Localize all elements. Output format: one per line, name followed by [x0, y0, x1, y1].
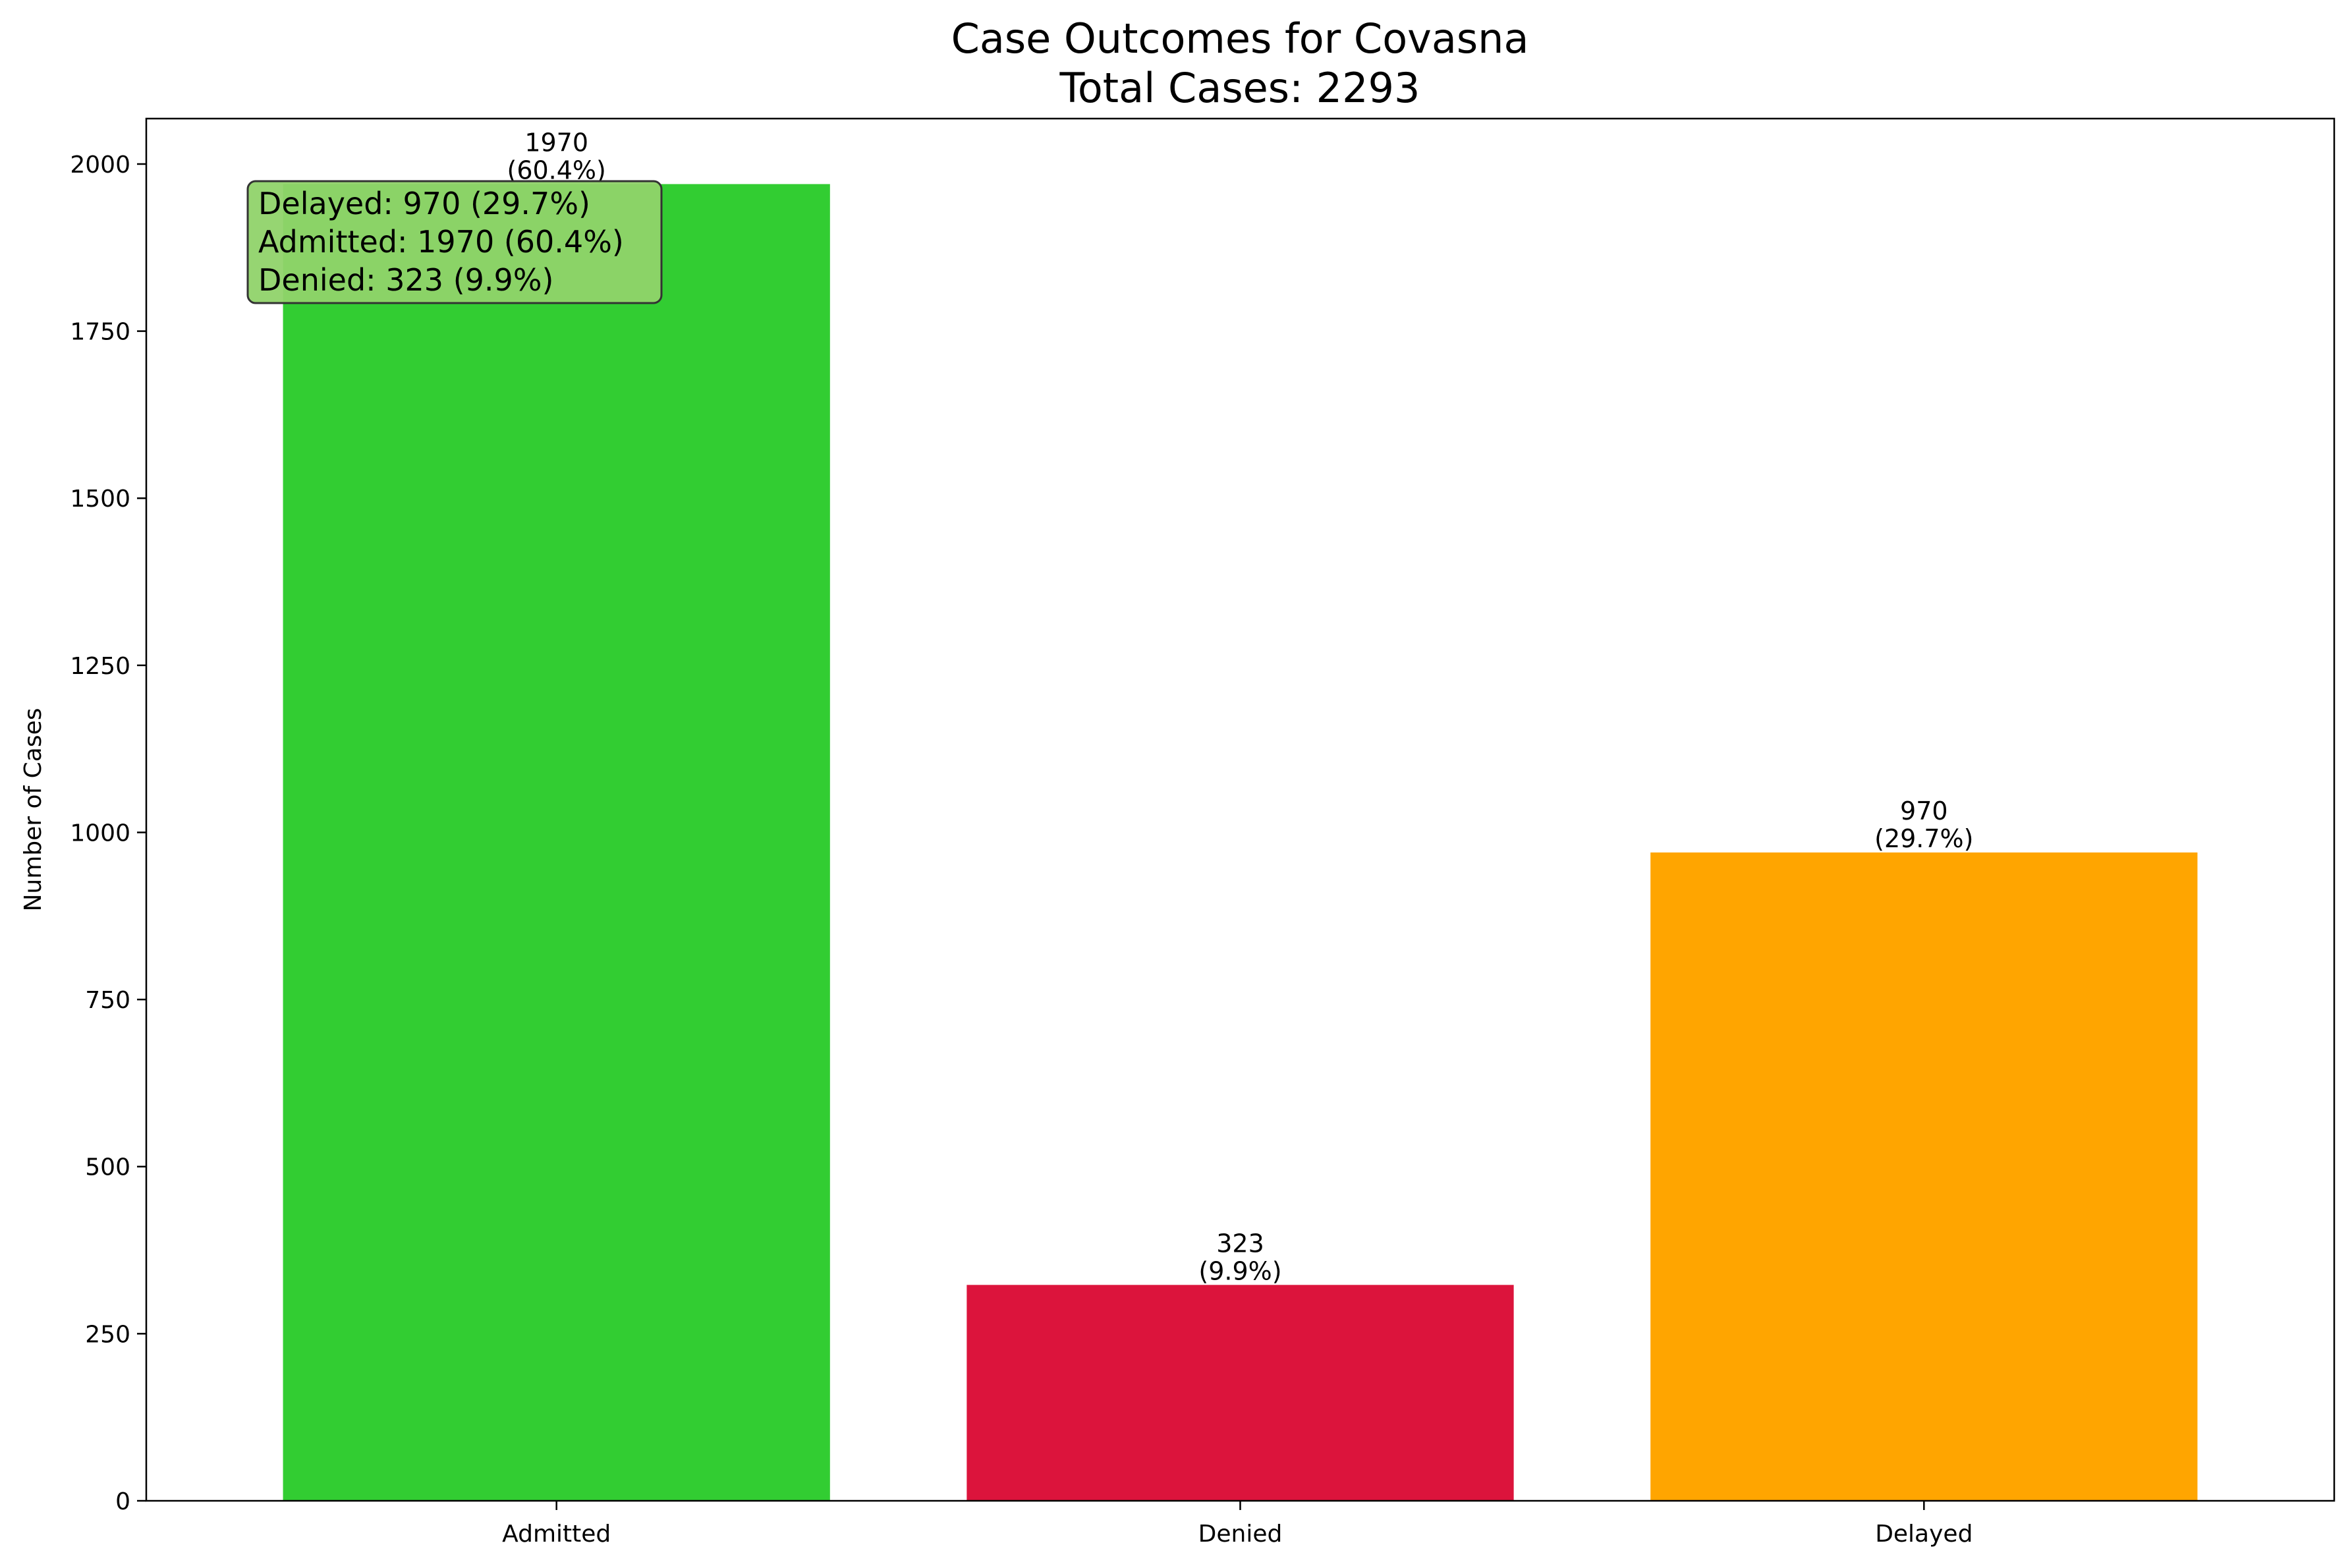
bar-labels-layer: 1970(60.4%) 323(9.9%) 970(29.7%): [507, 128, 1974, 1285]
bars-layer: [283, 184, 2198, 1501]
bar-value-label: 323: [1216, 1229, 1264, 1258]
bar-percent-label: (60.4%): [507, 155, 606, 184]
chart-title: Case Outcomes for Covasna: [951, 14, 1529, 63]
bar-delayed: [1650, 852, 2198, 1501]
bar-admitted: [283, 184, 830, 1501]
y-tick-label: 250: [85, 1321, 130, 1348]
summary-line: Delayed: 970 (29.7%): [258, 186, 590, 221]
x-tick-label: Denied: [1198, 1521, 1283, 1548]
summary-line: Denied: 323 (9.9%): [258, 262, 553, 298]
y-tick-label: 0: [115, 1488, 130, 1515]
bar-value-label: 970: [1900, 797, 1948, 826]
y-tick-label: 500: [85, 1154, 130, 1181]
y-tick-label: 1000: [70, 820, 130, 847]
summary-box-background: [246, 180, 663, 304]
chart-subtitle: Total Cases: 2293: [1059, 64, 1420, 112]
y-axis-ticks: 0 250 500 750 1000 1250 1500 1750 2000: [70, 152, 146, 1515]
bar-percent-label: (9.9%): [1198, 1256, 1281, 1285]
y-tick-label: 1750: [70, 319, 130, 346]
y-tick-label: 1250: [70, 653, 130, 680]
summary-box: Delayed: 970 (29.7%) Admitted: 1970 (60.…: [246, 180, 663, 304]
x-tick-label: Delayed: [1875, 1521, 1973, 1548]
bar-value-label: 1970: [524, 128, 588, 157]
bar-denied: [966, 1285, 1514, 1501]
y-tick-label: 750: [85, 987, 130, 1014]
y-axis-label: Number of Cases: [20, 708, 47, 911]
plot-frame: [145, 117, 2336, 1502]
y-tick-label: 2000: [70, 152, 130, 179]
x-tick-label: Admitted: [502, 1521, 611, 1548]
summary-line: Admitted: 1970 (60.4%): [258, 224, 624, 260]
x-axis-ticks: Admitted Denied Delayed: [502, 1501, 1973, 1548]
y-tick-label: 1500: [70, 486, 130, 513]
bar-percent-label: (29.7%): [1874, 824, 1973, 853]
